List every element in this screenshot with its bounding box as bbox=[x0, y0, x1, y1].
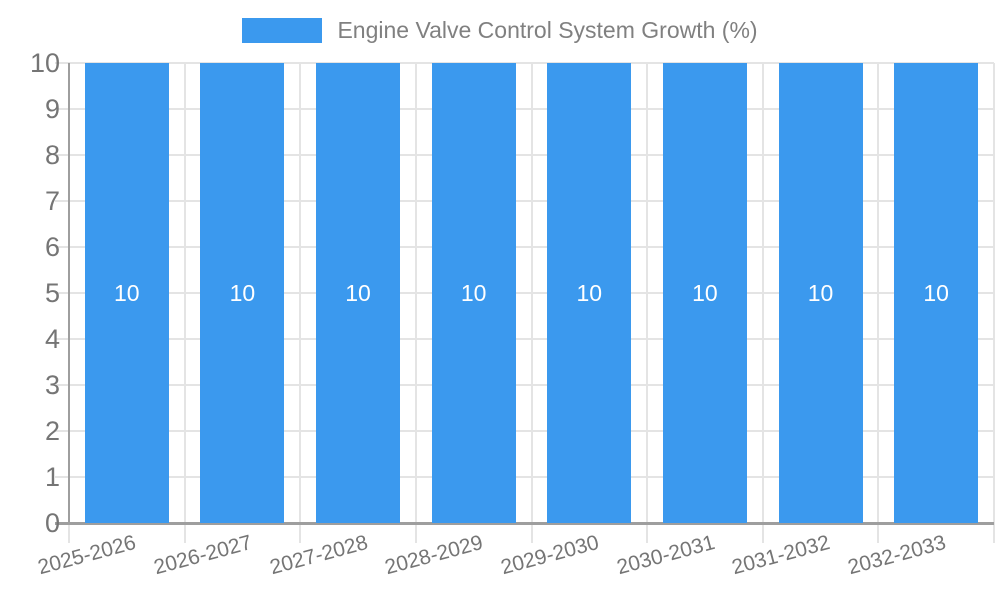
bar[interactable]: 10 bbox=[316, 63, 401, 523]
bar-value-label: 10 bbox=[692, 279, 718, 306]
y-axis-line bbox=[68, 63, 70, 523]
y-gridline bbox=[55, 384, 994, 386]
y-tick-label: 4 bbox=[44, 324, 60, 354]
y-gridline bbox=[55, 246, 994, 248]
y-tick-label: 5 bbox=[44, 278, 60, 308]
x-gridline bbox=[646, 63, 649, 543]
y-tick-label: 2 bbox=[44, 416, 60, 446]
x-gridline bbox=[183, 63, 186, 543]
x-tick-label: 2031-2032 bbox=[729, 531, 833, 580]
x-tick-label: 2030-2031 bbox=[613, 531, 717, 580]
y-tick-label: 1 bbox=[44, 462, 60, 492]
y-tick-label: 6 bbox=[44, 232, 60, 262]
x-tick-label: 2028-2029 bbox=[382, 531, 486, 580]
x-gridline bbox=[877, 63, 880, 543]
y-gridline bbox=[55, 338, 994, 340]
x-gridline bbox=[761, 63, 764, 543]
y-gridline bbox=[55, 430, 994, 432]
bar-value-label: 10 bbox=[576, 279, 603, 306]
y-gridline bbox=[55, 108, 994, 110]
x-tick-label: 2029-2030 bbox=[498, 531, 602, 580]
x-gridline bbox=[993, 63, 995, 543]
x-tick-label: 2026-2027 bbox=[151, 531, 255, 580]
legend-swatch bbox=[242, 18, 323, 43]
bar-value-label: 10 bbox=[923, 279, 949, 306]
bar[interactable]: 10 bbox=[894, 63, 979, 523]
bar[interactable]: 10 bbox=[84, 63, 169, 523]
bar[interactable]: 10 bbox=[200, 63, 285, 523]
x-gridline bbox=[414, 63, 417, 543]
y-tick-label: 10 bbox=[29, 48, 60, 78]
y-tick-label: 9 bbox=[44, 94, 60, 124]
y-tick-label: 3 bbox=[44, 370, 60, 400]
bar-value-label: 10 bbox=[807, 279, 834, 306]
y-gridline bbox=[55, 292, 994, 294]
y-gridline bbox=[55, 200, 994, 202]
y-tick-label: 0 bbox=[44, 508, 60, 538]
bar-value-label: 10 bbox=[229, 279, 256, 306]
x-gridline bbox=[530, 63, 533, 543]
x-axis-line bbox=[55, 522, 994, 525]
y-gridline bbox=[55, 62, 994, 64]
y-gridline bbox=[55, 154, 994, 156]
legend-label: Engine Valve Control System Growth (%) bbox=[337, 17, 758, 43]
bar-value-label: 10 bbox=[114, 279, 140, 306]
y-gridline bbox=[55, 476, 994, 478]
x-tick-label: 2032-2033 bbox=[845, 531, 949, 580]
y-tick-label: 7 bbox=[44, 186, 60, 216]
bar-value-label: 10 bbox=[345, 279, 371, 306]
bar[interactable]: 10 bbox=[662, 63, 747, 523]
y-tick-label: 8 bbox=[44, 140, 60, 170]
chart-legend[interactable]: Engine Valve Control System Growth (%) bbox=[0, 17, 1000, 44]
x-tick-label: 2025-2026 bbox=[35, 531, 139, 580]
bar[interactable]: 10 bbox=[547, 63, 632, 523]
bar[interactable]: 10 bbox=[778, 63, 863, 523]
bar[interactable]: 10 bbox=[431, 63, 516, 523]
x-tick-label: 2027-2028 bbox=[267, 531, 371, 580]
x-gridline bbox=[299, 63, 302, 543]
bar-value-label: 10 bbox=[460, 279, 487, 306]
